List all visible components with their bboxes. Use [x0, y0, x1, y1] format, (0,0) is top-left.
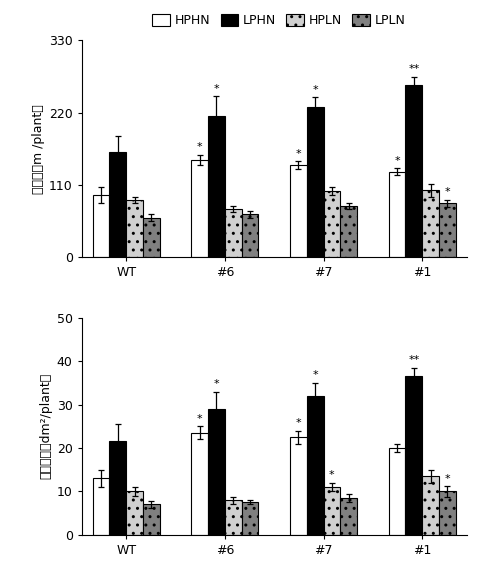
Text: *: *	[295, 148, 300, 159]
Bar	[224, 209, 241, 257]
Text: *: *	[196, 413, 202, 424]
Text: *: *	[213, 379, 219, 389]
Bar	[143, 218, 159, 257]
Legend: HPHN, LPHN, HPLN, LPLN: HPHN, LPHN, HPLN, LPLN	[147, 9, 409, 32]
Text: *: *	[328, 470, 334, 480]
Bar	[143, 504, 159, 535]
Bar	[438, 492, 455, 535]
Text: *: *	[312, 85, 317, 95]
Bar	[93, 478, 109, 535]
Bar	[191, 160, 208, 257]
Bar	[323, 191, 339, 257]
Text: *: *	[196, 142, 202, 152]
Bar	[421, 476, 438, 535]
Bar	[93, 195, 109, 257]
Bar	[126, 492, 143, 535]
Text: **: **	[408, 355, 419, 365]
Bar	[224, 500, 241, 535]
Text: *: *	[213, 83, 219, 94]
Bar	[339, 498, 356, 535]
Bar	[421, 190, 438, 257]
Bar	[191, 433, 208, 535]
Bar	[289, 437, 306, 535]
Bar	[109, 152, 126, 257]
Text: *: *	[444, 474, 449, 484]
Text: *: *	[312, 370, 317, 380]
Y-axis label: 根表面积（dm²/plant）: 根表面积（dm²/plant）	[39, 373, 52, 480]
Bar	[126, 200, 143, 257]
Text: *: *	[394, 156, 399, 166]
Bar	[323, 487, 339, 535]
Bar	[306, 396, 323, 535]
Text: *: *	[295, 418, 300, 428]
Bar	[388, 448, 405, 535]
Bar	[388, 172, 405, 257]
Bar	[208, 409, 224, 535]
Bar	[339, 206, 356, 257]
Bar	[306, 108, 323, 257]
Bar	[405, 85, 421, 257]
Bar	[241, 502, 258, 535]
Y-axis label: 总根长（m /plant）: 总根长（m /plant）	[32, 104, 45, 194]
Bar	[208, 116, 224, 257]
Bar	[109, 442, 126, 535]
Bar	[241, 214, 258, 257]
Text: *: *	[444, 187, 449, 197]
Bar	[289, 165, 306, 257]
Text: **: **	[408, 64, 419, 74]
Bar	[405, 377, 421, 535]
Bar	[438, 203, 455, 257]
